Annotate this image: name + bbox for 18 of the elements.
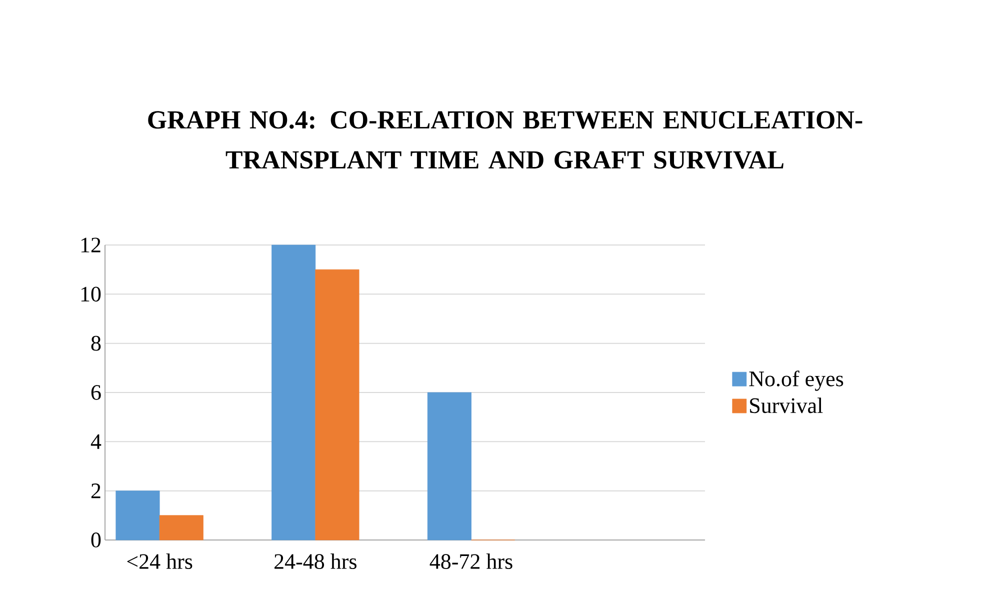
y-tick-label: 8 [91, 336, 101, 351]
y-tick-label: 4 [90, 434, 102, 449]
y-tick-label: 2 [91, 484, 100, 498]
bar [116, 490, 160, 540]
x-tick-label: <24 hrs [127, 554, 192, 569]
legend-label: Survival [750, 398, 823, 414]
bar [315, 269, 360, 540]
x-tick-label: 48-72 hrs [430, 554, 512, 569]
y-tick-label: 10 [81, 286, 101, 302]
bar [427, 392, 472, 540]
y-tick-label: 12 [81, 238, 100, 252]
y-tick-label: 0 [91, 532, 101, 548]
chart-title: GRAPH NO.4: CO-RELATION BETWEEN ENUCLEATION- TRANSPLANT TIME AND GRAFT SURVIVAL [148, 111, 862, 169]
bar [159, 515, 204, 540]
x-tick-label: 24-48 hrs [274, 554, 356, 569]
legend-label: No.of eyes [749, 370, 844, 391]
y-tick-label: 6 [91, 385, 101, 400]
bar [272, 244, 316, 540]
